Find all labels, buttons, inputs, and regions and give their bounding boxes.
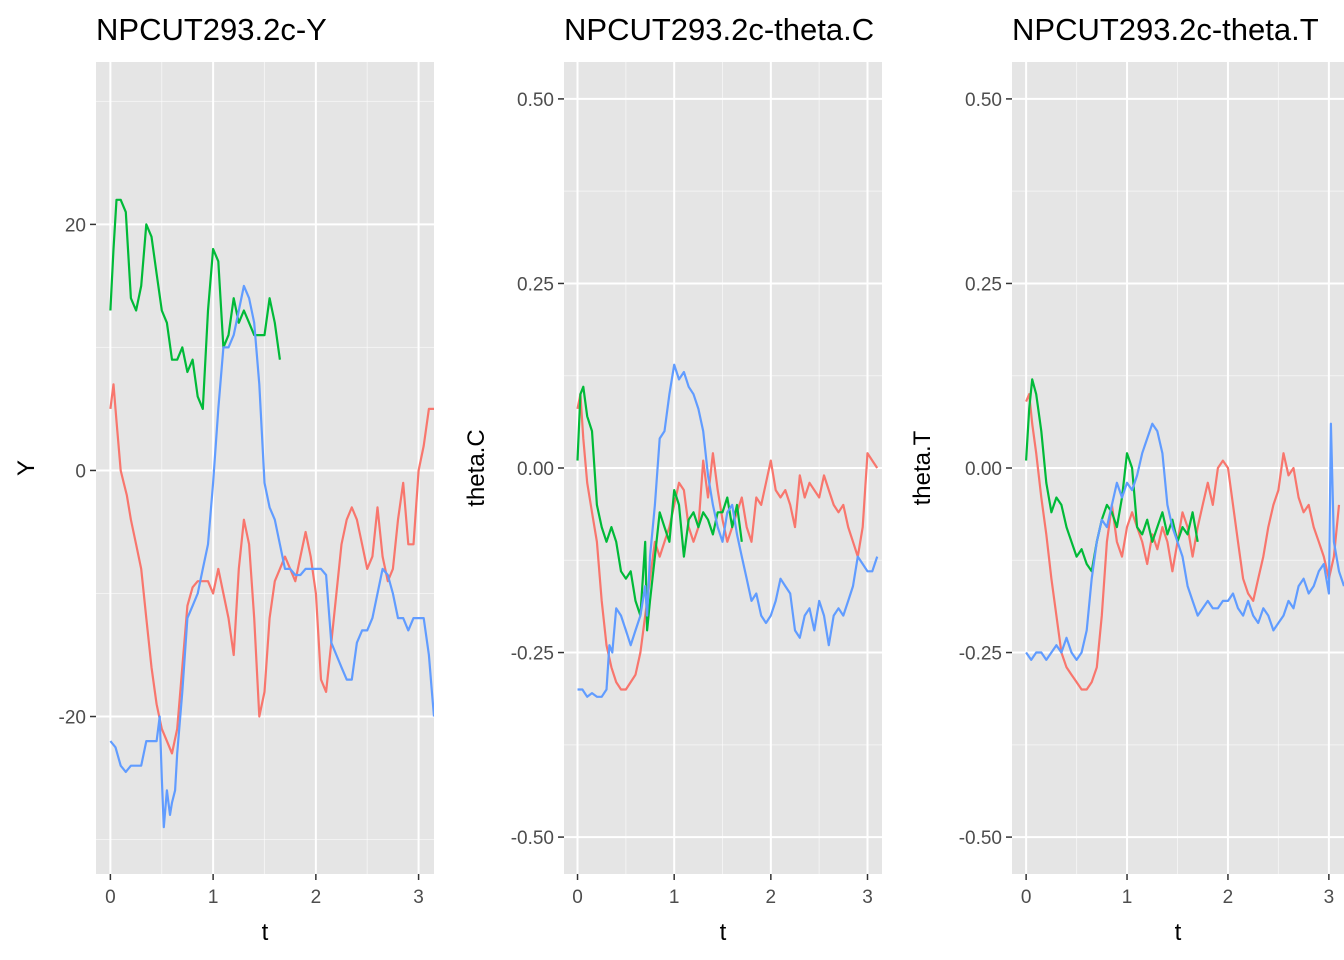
x-tick-label: 0 — [572, 887, 583, 908]
y-tick-label: 0.25 — [965, 274, 1002, 295]
series-line-0 — [109, 383, 434, 755]
series-group — [109, 198, 434, 829]
x-axis-label: t — [262, 919, 269, 946]
x-tick-label: 3 — [413, 887, 424, 908]
series-line-1 — [576, 385, 743, 632]
chart-title: NPCUT293.2c-theta.T — [1012, 12, 1319, 47]
y-tick-label: 0.00 — [965, 459, 1002, 480]
y-tick-label: -0.50 — [511, 828, 554, 849]
series-group — [1025, 378, 1344, 691]
y-tick-label: 0 — [75, 461, 86, 482]
x-tick-label: 3 — [862, 887, 873, 908]
y-axis-label: theta.T — [909, 430, 936, 505]
y-tick-label: 0.00 — [517, 459, 554, 480]
y-tick-label: 0.25 — [517, 274, 554, 295]
chart-title: NPCUT293.2c-Y — [96, 12, 327, 47]
y-tick-label: -0.25 — [511, 644, 554, 665]
series-line-1 — [1025, 378, 1199, 573]
x-tick-label: 2 — [311, 887, 322, 908]
x-tick-label: 1 — [669, 887, 680, 908]
y-axis-label: theta.C — [463, 429, 490, 506]
series-group — [576, 363, 879, 698]
x-tick-label: 1 — [1122, 887, 1133, 908]
chart-panel-theta-t: 0 1 2 3 -0.50 -0.25 0.00 0.25 0.50 NPCUT293.2c-th… — [909, 12, 1344, 946]
x-tick-label: 1 — [208, 887, 219, 908]
series-line-2 — [577, 363, 879, 698]
x-tick-label: 3 — [1324, 887, 1335, 908]
plot-background — [96, 62, 434, 874]
y-tick-label: 20 — [65, 215, 86, 236]
y-tick-label: -20 — [59, 708, 86, 729]
x-axis-label: t — [720, 919, 727, 946]
x-tick-label: 2 — [1223, 887, 1234, 908]
series-line-0 — [1025, 393, 1341, 691]
x-axis-label: t — [1175, 919, 1182, 946]
y-tick-label: 0.50 — [517, 90, 554, 111]
y-axis-label: Y — [13, 460, 40, 476]
series-line-2 — [1025, 422, 1344, 661]
y-tick-label: -0.25 — [959, 644, 1002, 665]
chart-title: NPCUT293.2c-theta.C — [564, 12, 874, 47]
chart-panel-theta-c: 0 1 2 3 -0.50 -0.25 0.00 0.25 0.50 NPCUT293.2c-th… — [463, 12, 882, 946]
y-tick-label: -0.50 — [959, 828, 1002, 849]
x-tick-label: 0 — [1021, 887, 1032, 908]
x-tick-label: 0 — [105, 887, 116, 908]
series-line-1 — [109, 198, 281, 410]
chart-panel-y: 0 1 2 3 -20 0 20 NPCUT293.2c-Y t Y — [13, 12, 434, 946]
x-tick-label: 2 — [766, 887, 777, 908]
series-line-2 — [109, 284, 434, 829]
y-tick-label: 0.50 — [965, 90, 1002, 111]
